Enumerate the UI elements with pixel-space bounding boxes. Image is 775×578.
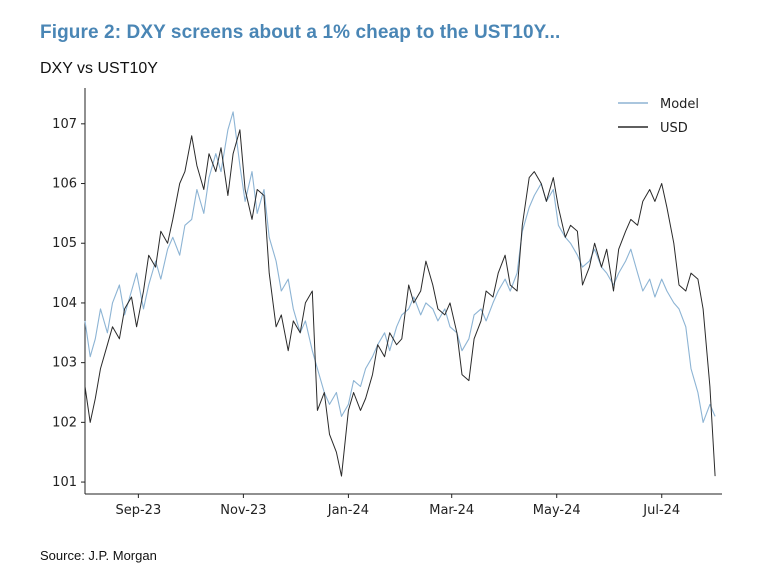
y-axis-ticks: 101 102 103 104 105 106 107 (52, 117, 85, 490)
series-line-usd (84, 129, 716, 477)
x-tick-label: Nov-23 (220, 503, 266, 518)
x-axis-ticks: Sep-23 Nov-23 Jan-24 Mar-24 May-24 Jul-24 (115, 494, 680, 518)
figure-title: Figure 2: DXY screens about a 1% cheap t… (40, 22, 561, 43)
x-tick-label: Mar-24 (429, 503, 474, 518)
legend-label-usd: USD (660, 121, 688, 136)
x-tick-label: Sep-23 (115, 503, 161, 518)
y-tick-label: 102 (52, 415, 77, 430)
series-lines (84, 111, 716, 477)
y-tick-label: 105 (52, 236, 77, 251)
x-tick-label: May-24 (533, 503, 581, 518)
chart-axes (84, 88, 722, 495)
y-tick-label: 104 (52, 296, 77, 311)
y-tick-label: 107 (52, 117, 77, 132)
y-tick-label: 101 (52, 475, 77, 490)
x-tick-label: Jul-24 (642, 503, 680, 518)
chart-legend: Model USD (618, 97, 699, 136)
x-tick-label: Jan-24 (327, 503, 369, 518)
chart-subtitle: DXY vs UST10Y (40, 60, 158, 77)
legend-label-model: Model (660, 97, 699, 112)
y-tick-label: 103 (52, 356, 77, 371)
source-note: Source: J.P. Morgan (40, 548, 157, 563)
series-line-model (84, 111, 716, 423)
y-tick-label: 106 (52, 177, 77, 192)
